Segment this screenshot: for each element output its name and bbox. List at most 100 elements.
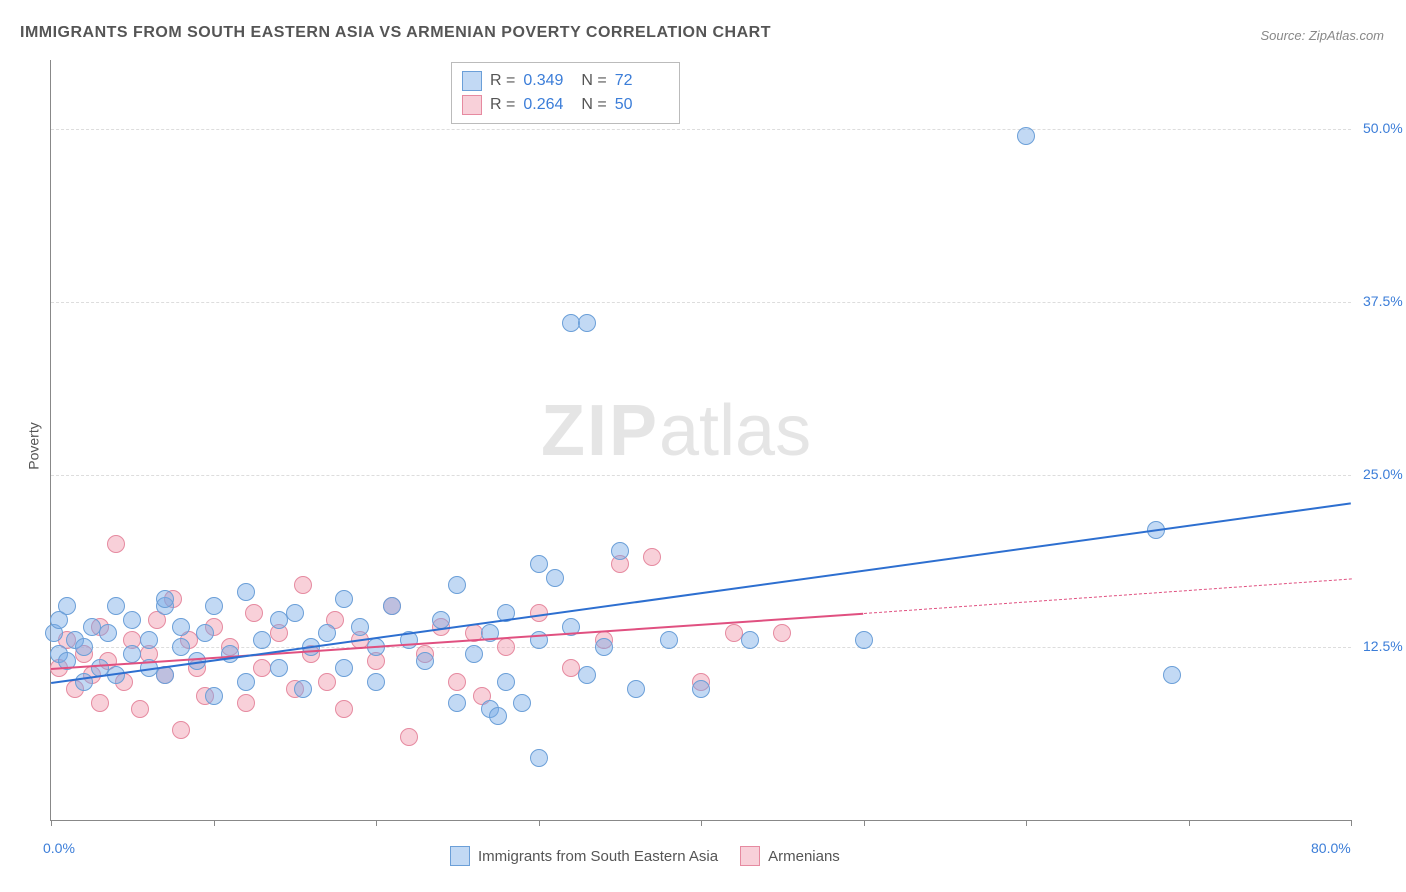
n-value-b: 50 [615, 96, 665, 114]
watermark-atlas: atlas [659, 391, 811, 471]
series-a-point [140, 631, 158, 649]
legend-row-a: R = 0.349 N = 72 [462, 69, 665, 93]
series-a-point [335, 659, 353, 677]
r-value-b: 0.264 [523, 96, 573, 114]
r-label: R = [490, 72, 515, 90]
r-label: R = [490, 96, 515, 114]
grid-line [51, 647, 1351, 648]
x-tick [539, 820, 540, 826]
series-a-point [692, 680, 710, 698]
watermark: ZIPatlas [541, 390, 811, 472]
series-a-point [286, 604, 304, 622]
n-label: N = [581, 96, 606, 114]
series-b-point [245, 604, 263, 622]
x-tick [701, 820, 702, 826]
series-a-point [99, 624, 117, 642]
series-a-point [123, 645, 141, 663]
series-b-point [318, 673, 336, 691]
series-a-point [513, 694, 531, 712]
series-a-point [156, 590, 174, 608]
series-a-point [432, 611, 450, 629]
series-b-point [400, 728, 418, 746]
x-tick [51, 820, 52, 826]
legend-item-b: Armenians [740, 846, 840, 866]
y-tick-label: 25.0% [1363, 466, 1403, 482]
series-a-point [75, 673, 93, 691]
y-tick-label: 12.5% [1363, 638, 1403, 654]
series-a-point [237, 583, 255, 601]
series-a-point [172, 618, 190, 636]
scatter-plot: ZIPatlas R = 0.349 N = 72 R = 0.264 N = … [50, 60, 1351, 821]
series-a-point [205, 597, 223, 615]
series-legend: Immigrants from South Eastern Asia Armen… [450, 846, 840, 866]
series-a-point [172, 638, 190, 656]
y-tick-label: 50.0% [1363, 120, 1403, 136]
grid-line [51, 475, 1351, 476]
series-a-point [1017, 127, 1035, 145]
source-label: Source: ZipAtlas.com [1260, 28, 1384, 43]
x-tick [864, 820, 865, 826]
series-b-point [335, 700, 353, 718]
series-a-point [660, 631, 678, 649]
swatch-a [462, 71, 482, 91]
r-value-a: 0.349 [523, 72, 573, 90]
n-value-a: 72 [615, 72, 665, 90]
x-tick [1026, 820, 1027, 826]
series-b-point [237, 694, 255, 712]
series-b-point [773, 624, 791, 642]
trend-line-b-extrapolated [864, 578, 1352, 614]
series-a-point [627, 680, 645, 698]
series-a-point [497, 673, 515, 691]
series-a-point [489, 707, 507, 725]
series-a-point [205, 687, 223, 705]
swatch-b [462, 95, 482, 115]
x-tick-label: 0.0% [43, 840, 75, 856]
series-a-point [416, 652, 434, 670]
series-a-point [75, 638, 93, 656]
series-a-point [578, 666, 596, 684]
series-a-point [741, 631, 759, 649]
series-b-point [643, 548, 661, 566]
series-a-point [318, 624, 336, 642]
legend-item-a: Immigrants from South Eastern Asia [450, 846, 718, 866]
series-b-point [91, 694, 109, 712]
x-tick [1189, 820, 1190, 826]
series-a-point [595, 638, 613, 656]
correlation-legend: R = 0.349 N = 72 R = 0.264 N = 50 [451, 62, 680, 124]
grid-line [51, 302, 1351, 303]
x-tick [214, 820, 215, 826]
chart-title: IMMIGRANTS FROM SOUTH EASTERN ASIA VS AR… [20, 24, 771, 42]
series-a-point [383, 597, 401, 615]
x-tick-label: 80.0% [1311, 840, 1351, 856]
n-label: N = [581, 72, 606, 90]
swatch-b-icon [740, 846, 760, 866]
series-a-point [611, 542, 629, 560]
x-tick [1351, 820, 1352, 826]
series-b-point [107, 535, 125, 553]
swatch-a-icon [450, 846, 470, 866]
series-a-point [123, 611, 141, 629]
series-a-point [1163, 666, 1181, 684]
series-a-point [270, 659, 288, 677]
series-a-point [465, 645, 483, 663]
series-a-point [237, 673, 255, 691]
series-a-point [530, 749, 548, 767]
series-a-point [448, 576, 466, 594]
series-a-point [107, 597, 125, 615]
series-a-point [294, 680, 312, 698]
series-a-point [546, 569, 564, 587]
series-b-point [448, 673, 466, 691]
legend-row-b: R = 0.264 N = 50 [462, 93, 665, 117]
series-a-point [351, 618, 369, 636]
y-axis-label: Poverty [26, 422, 42, 469]
series-a-point [448, 694, 466, 712]
series-a-point [196, 624, 214, 642]
series-a-point [335, 590, 353, 608]
series-a-point [221, 645, 239, 663]
x-tick [376, 820, 377, 826]
series-a-point [855, 631, 873, 649]
series-b-point [294, 576, 312, 594]
series-a-point [367, 673, 385, 691]
y-tick-label: 37.5% [1363, 293, 1403, 309]
series-b-label: Armenians [768, 848, 840, 865]
